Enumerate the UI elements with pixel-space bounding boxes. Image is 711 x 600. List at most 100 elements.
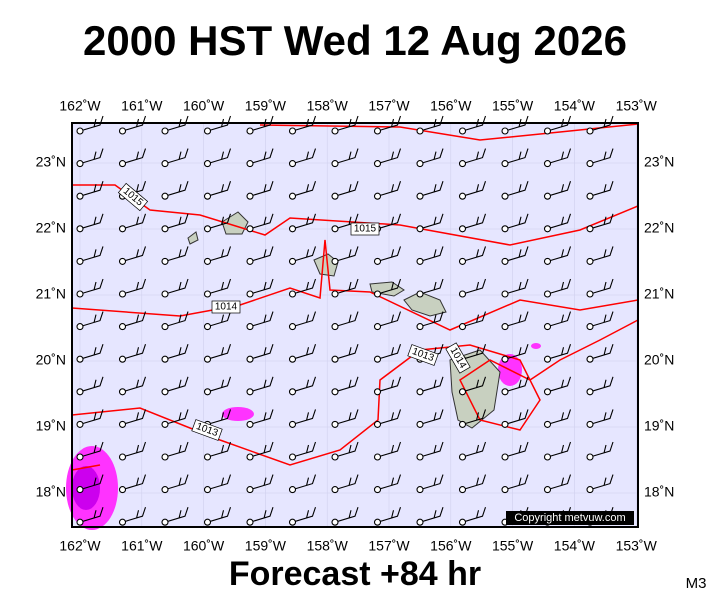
barb: [122, 213, 147, 230]
barb: [419, 148, 444, 165]
barb-station: [458, 257, 467, 265]
barb: [377, 278, 402, 295]
barb-station: [203, 355, 212, 363]
barb: [122, 474, 147, 491]
barb: [462, 181, 487, 197]
barb-station: [373, 127, 382, 135]
barb: [79, 474, 104, 491]
barb: [249, 181, 274, 197]
barb-station: [161, 518, 169, 526]
barb-station: [373, 257, 382, 265]
barb: [377, 474, 402, 491]
barb-station: [246, 225, 254, 233]
lon-label-top: 157˚W: [368, 98, 410, 114]
barb-station: [161, 453, 169, 461]
barb: [292, 148, 317, 165]
barb: [79, 344, 104, 360]
barb: [164, 507, 189, 523]
barb: [249, 507, 274, 523]
barb-station: [543, 160, 552, 168]
barb-station: [458, 290, 467, 298]
axis-labels: 162˚W 162˚W 161˚W 161˚W 160˚W 160˚W 159˚W 159˚W…: [36, 98, 675, 554]
barb-station: [246, 127, 254, 135]
barb: [504, 181, 529, 197]
barb: [122, 376, 147, 393]
barb-station: [288, 388, 297, 396]
barb: [207, 246, 232, 262]
lat-label-right: 20˚N: [644, 352, 674, 368]
barb-station: [161, 127, 169, 135]
barb: [377, 376, 402, 393]
barb-station: [501, 192, 509, 200]
barb: [249, 409, 274, 425]
lon-label-bottom: 154˚W: [554, 538, 596, 554]
barb-station: [161, 160, 169, 168]
barb: [419, 409, 444, 425]
lat-label-left: 21˚N: [36, 286, 66, 302]
barb-station: [373, 420, 382, 428]
barb-station: [416, 127, 424, 135]
barb: [249, 376, 274, 393]
barb-station: [586, 486, 594, 494]
barb: [249, 474, 274, 491]
barb-station: [373, 355, 382, 363]
barb: [462, 344, 487, 360]
model-label: M3: [686, 575, 707, 592]
barb-station: [458, 225, 467, 233]
barb: [334, 181, 359, 197]
forecast-label: Forecast +84 hr: [229, 555, 481, 593]
lon-label-bottom: 162˚W: [59, 538, 101, 554]
barb: [547, 181, 572, 197]
barb-station: [458, 160, 467, 168]
lat-label-right: 23˚N: [644, 154, 674, 170]
barb-station: [118, 420, 127, 428]
barb: [122, 409, 147, 425]
barb-station: [246, 355, 254, 363]
barb: [292, 344, 317, 360]
barb-station: [118, 453, 127, 461]
barb-station: [76, 127, 84, 135]
barb-station: [246, 420, 254, 428]
barb-station: [543, 225, 552, 233]
lon-label-bottom: 157˚W: [368, 538, 410, 554]
barb: [547, 213, 572, 230]
lat-label-left: 20˚N: [36, 352, 66, 368]
barb-station: [118, 257, 127, 265]
barb-station: [161, 355, 169, 363]
barb: [122, 441, 147, 458]
barb-station: [458, 388, 467, 396]
barb: [292, 246, 317, 262]
barb-station: [203, 388, 212, 396]
barb: [249, 311, 274, 328]
barb: [207, 311, 232, 328]
barb-station: [331, 453, 339, 461]
barb-station: [416, 257, 424, 265]
lon-label-top: 160˚W: [183, 98, 225, 114]
barb-station: [373, 486, 382, 494]
barb: [589, 409, 614, 425]
barb: [504, 148, 529, 165]
barb-station: [416, 323, 424, 331]
barb-station: [416, 518, 424, 526]
barb: [207, 409, 232, 425]
barb-station: [458, 323, 467, 331]
barb: [462, 148, 487, 165]
graticule: [72, 123, 638, 527]
barb: [589, 441, 614, 458]
barb: [79, 181, 104, 197]
lat-label-left: 22˚N: [36, 220, 66, 236]
barb-station: [373, 388, 382, 396]
barb: [462, 441, 487, 458]
barb-station: [416, 192, 424, 200]
barb: [292, 376, 317, 393]
barb-station: [246, 453, 254, 461]
barb-station: [246, 192, 254, 200]
barb-station: [246, 160, 254, 168]
barb: [589, 278, 614, 295]
lon-label-top: 156˚W: [430, 98, 472, 114]
lat-label-right: 21˚N: [644, 286, 674, 302]
barb-station: [288, 225, 297, 233]
barb: [589, 344, 614, 360]
barb-station: [203, 323, 212, 331]
barb-station: [373, 453, 382, 461]
